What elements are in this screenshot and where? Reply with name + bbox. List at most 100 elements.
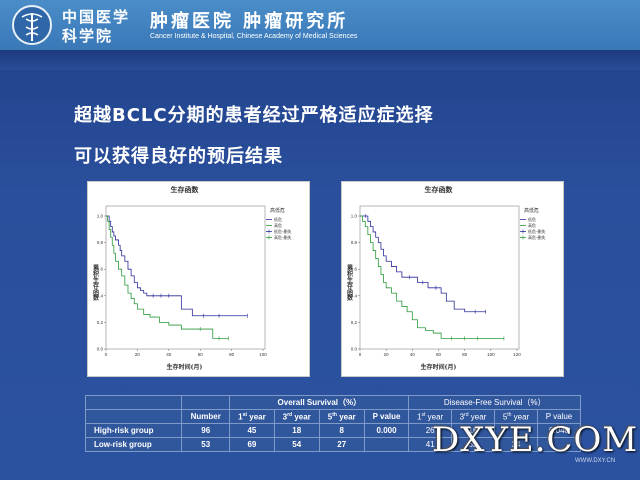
col-dfs-3yr-sup: rd — [464, 411, 469, 418]
x-tick-label: 20 — [384, 352, 390, 357]
cell-number: 53 — [181, 437, 231, 452]
col-os-3yr-rest: year — [292, 412, 311, 422]
cell-dfs1: 41 — [408, 437, 452, 452]
x-tick-label: 100 — [487, 352, 495, 357]
table-empty-header — [181, 395, 231, 410]
survival-chart-left: 生存函数 0.0 0.2 0.4 0.6 0.8 1.0 0 20 40 60 80 100 生存时间(月… — [92, 185, 292, 371]
table-header-row-1: Overall Survival（%） Disease-Free Surviva… — [84, 395, 581, 410]
y-tick-label: 0.0 — [97, 347, 104, 352]
slide-title-line1: 超越BCLC分期的患者经过严格适应症选择 — [74, 105, 434, 126]
legend-item-label: 高危-删失 — [274, 234, 291, 240]
y-axis-label: 累积生存函数 — [92, 264, 99, 302]
os-group-header: Overall Survival（%） — [229, 395, 410, 410]
y-tick-label: 0.2 — [97, 320, 104, 325]
x-tick-label: 40 — [166, 352, 172, 357]
table-row: High-risk group 96 45 18 8 0.000 26 16 8… — [84, 423, 582, 438]
table-row-label-header — [84, 409, 183, 424]
col-dfs-1yr-n: 1 — [417, 412, 422, 422]
legend-item-label: 高危-删失 — [528, 234, 545, 240]
x-tick-label: 40 — [410, 352, 416, 357]
table-row: Low-risk group 53 69 54 27 41 32 24 — [84, 437, 582, 452]
x-tick-label: 80 — [462, 352, 468, 357]
x-axis-label: 生存时间(月) — [421, 363, 457, 371]
x-tick-label: 80 — [229, 352, 235, 357]
institute-logo — [12, 5, 52, 45]
col-os-5yr-sup: th — [332, 411, 337, 418]
x-tick-label: 60 — [436, 352, 442, 357]
x-tick-label: 0 — [359, 352, 362, 357]
x-tick-label: 120 — [513, 352, 521, 357]
col-dfs-3yr-rest: year — [468, 412, 487, 422]
survival-chart-right: 生存函数 0.0 0.2 0.4 0.6 0.8 1.0 0 20 40 60 80 100 120 生存时… — [346, 185, 546, 371]
y-axis-label: 累积生存函数 — [346, 264, 353, 302]
col-dfs-1yr-sup: st — [421, 411, 426, 418]
watermark-logo: DXYE.COM — [432, 420, 639, 460]
header-band — [0, 50, 640, 70]
col-dfs-5yr-rest: year — [511, 412, 530, 422]
cell-number: 96 — [181, 423, 231, 438]
y-tick-label: 0.4 — [97, 293, 104, 298]
col-dfs-5yr-n: 5 — [502, 412, 508, 422]
series-line-0 — [360, 215, 486, 313]
series-line-1 — [360, 215, 504, 339]
chart-title: 生存函数 — [425, 185, 454, 194]
y-tick-label: 1.0 — [97, 214, 104, 219]
col-dfs-1yr-rest: year — [425, 412, 444, 422]
y-tick-label: 0.6 — [97, 267, 104, 272]
col-os-1yr-header: 1st year — [229, 409, 275, 424]
hospital-name-cn: 肿瘤医院 肿瘤研究所 — [150, 11, 349, 32]
series-line-1 — [106, 215, 229, 339]
x-axis-label: 生存时间(月) — [167, 363, 203, 371]
cell-dfsp — [536, 437, 582, 452]
legend-item-label: 高危 — [528, 222, 536, 228]
col-dfs-5yr-sup: th — [507, 411, 512, 418]
cell-osp: 0.000 — [363, 423, 410, 438]
caduceus-icon — [21, 13, 43, 41]
institute-name-line2: 科学院 — [62, 27, 114, 45]
y-tick-label: 0.4 — [351, 293, 358, 298]
watermark-url: WWW.DXY.CN — [575, 458, 616, 464]
col-dfs-3yr-n: 3 — [459, 412, 465, 422]
chart-disease-free-survival: 生存函数 0.0 0.2 0.4 0.6 0.8 1.0 0 20 40 60 80 100 120 生存时… — [341, 181, 564, 377]
legend-item-label: 低危 — [528, 216, 536, 222]
col-os-1yr-sup: st — [242, 411, 248, 418]
cell-os1: 69 — [229, 437, 275, 452]
col-os-3yr-header: 3rd year — [273, 409, 320, 424]
cell-os1: 45 — [229, 423, 275, 438]
y-tick-label: 1.0 — [351, 214, 358, 219]
col-os-p-header: P value — [363, 409, 410, 424]
legend-item-label: 低危-删失 — [274, 228, 291, 234]
plot-frame — [105, 205, 266, 350]
survival-table: Overall Survival（%） Disease-Free Surviva… — [84, 395, 582, 452]
col-os-5yr-rest: year — [336, 412, 356, 422]
hospital-name-en: Cancer Institute & Hospital, Chinese Aca… — [150, 33, 358, 40]
col-dfs-1yr-header: 1st year — [408, 409, 452, 424]
row-label: High-risk group — [84, 423, 183, 438]
col-os-1yr-rest: year — [247, 412, 266, 422]
cell-os3: 18 — [273, 423, 320, 438]
row-label: Low-risk group — [84, 437, 183, 452]
cell-dfs5: 24 — [494, 437, 538, 452]
table-header-row-2: Number 1st year 3rd year 5th year P valu… — [84, 409, 582, 424]
x-tick-label: 60 — [198, 352, 204, 357]
header-bar: 中国医学 科学院 肿瘤医院 肿瘤研究所 Cancer Institute & H… — [0, 0, 640, 50]
x-tick-label: 100 — [259, 352, 267, 357]
cell-osp — [363, 437, 410, 452]
y-tick-label: 0.2 — [351, 320, 358, 325]
y-tick-label: 0.0 — [351, 347, 358, 352]
y-tick-label: 0.8 — [351, 240, 358, 245]
cell-dfs3: 32 — [450, 437, 496, 452]
slide-title-line2: 可以获得良好的预后结果 — [74, 146, 283, 167]
dfs-group-header: Disease-Free Survival（%） — [408, 395, 581, 410]
plot-frame — [359, 205, 520, 350]
chart-overall-survival: 生存函数 0.0 0.2 0.4 0.6 0.8 1.0 0 20 40 60 80 100 生存时间(月… — [87, 181, 310, 377]
institute-name-line1: 中国医学 — [62, 8, 131, 26]
legend-item-label: 低危 — [274, 216, 282, 222]
col-os-1yr-n: 1 — [238, 412, 243, 422]
cell-os3: 54 — [273, 437, 320, 452]
cell-os5: 8 — [318, 423, 365, 438]
col-os-3yr-n: 3 — [282, 412, 288, 422]
x-tick-label: 0 — [105, 352, 108, 357]
col-os-3yr-sup: rd — [287, 411, 293, 418]
legend-title: 高低危 — [270, 207, 285, 214]
